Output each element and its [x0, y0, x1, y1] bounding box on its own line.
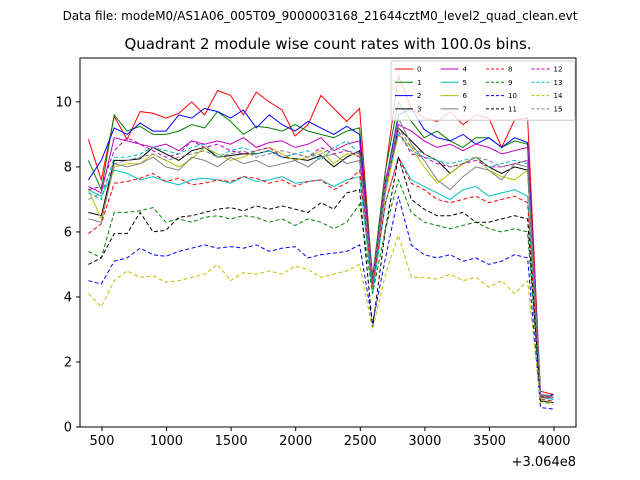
x-tick-label: 1000 — [150, 434, 183, 449]
series-line-7 — [88, 116, 554, 399]
x-tick-label: 1500 — [215, 434, 248, 449]
series-line-15 — [88, 126, 554, 397]
series-line-8 — [88, 155, 554, 402]
legend-label-4: 4 — [463, 66, 468, 74]
series-line-14 — [88, 233, 554, 405]
x-tick-label: 3500 — [473, 434, 506, 449]
x-axis: 500 1000 1500 2000 2500 3000 3500 4000 — [90, 427, 571, 449]
y-tick-label: 0 — [64, 421, 72, 436]
y-tick-label: 2 — [64, 355, 72, 370]
series-line-5 — [88, 155, 554, 400]
y-tick-label: 6 — [64, 225, 72, 240]
plot-frame — [79, 57, 577, 428]
series-line-13 — [88, 133, 554, 397]
legend-box — [390, 60, 576, 121]
legend-label-11: 11 — [508, 105, 517, 113]
legend-label-12: 12 — [554, 66, 563, 74]
suptitle: Data file: modeM0/AS1A06_005T09_90000031… — [62, 9, 578, 23]
legend-label-1: 1 — [417, 79, 421, 87]
series-line-11 — [88, 157, 554, 404]
legend-label-15: 15 — [554, 105, 563, 113]
y-axis: 0 2 4 6 8 10 — [55, 95, 80, 436]
legend-label-10: 10 — [508, 92, 517, 100]
legend-label-3: 3 — [417, 105, 421, 113]
x-offset-label: +3.064e8 — [512, 455, 576, 470]
x-tick-label: 3000 — [408, 434, 441, 449]
legend-label-9: 9 — [508, 79, 512, 87]
legend-label-0: 0 — [417, 66, 421, 74]
y-tick-label: 4 — [64, 290, 72, 305]
series-line-6 — [87, 133, 554, 399]
x-tick-label: 2000 — [279, 434, 312, 449]
series-line-2 — [87, 107, 554, 399]
legend-label-6: 6 — [463, 92, 468, 100]
y-tick-label: 8 — [64, 160, 72, 175]
x-tick-label: 2500 — [344, 434, 377, 449]
legend-label-5: 5 — [463, 79, 467, 87]
series-layer — [87, 73, 554, 410]
legend-label-2: 2 — [417, 92, 421, 100]
y-tick-label: 10 — [55, 95, 72, 110]
legend-label-14: 14 — [554, 92, 563, 100]
series-line-12 — [88, 129, 554, 399]
series-line-4 — [88, 123, 554, 399]
series-line-9 — [88, 178, 554, 404]
chart-title: Quadrant 2 module wise count rates with … — [124, 35, 532, 53]
legend-label-7: 7 — [463, 105, 467, 113]
legend-label-8: 8 — [508, 66, 512, 74]
series-line-1 — [87, 100, 554, 397]
series-line-0 — [87, 73, 554, 395]
x-tick-label: 4000 — [537, 434, 570, 449]
legend-label-13: 13 — [554, 79, 563, 87]
series-line-10 — [88, 196, 554, 410]
x-tick-label: 500 — [90, 434, 115, 449]
